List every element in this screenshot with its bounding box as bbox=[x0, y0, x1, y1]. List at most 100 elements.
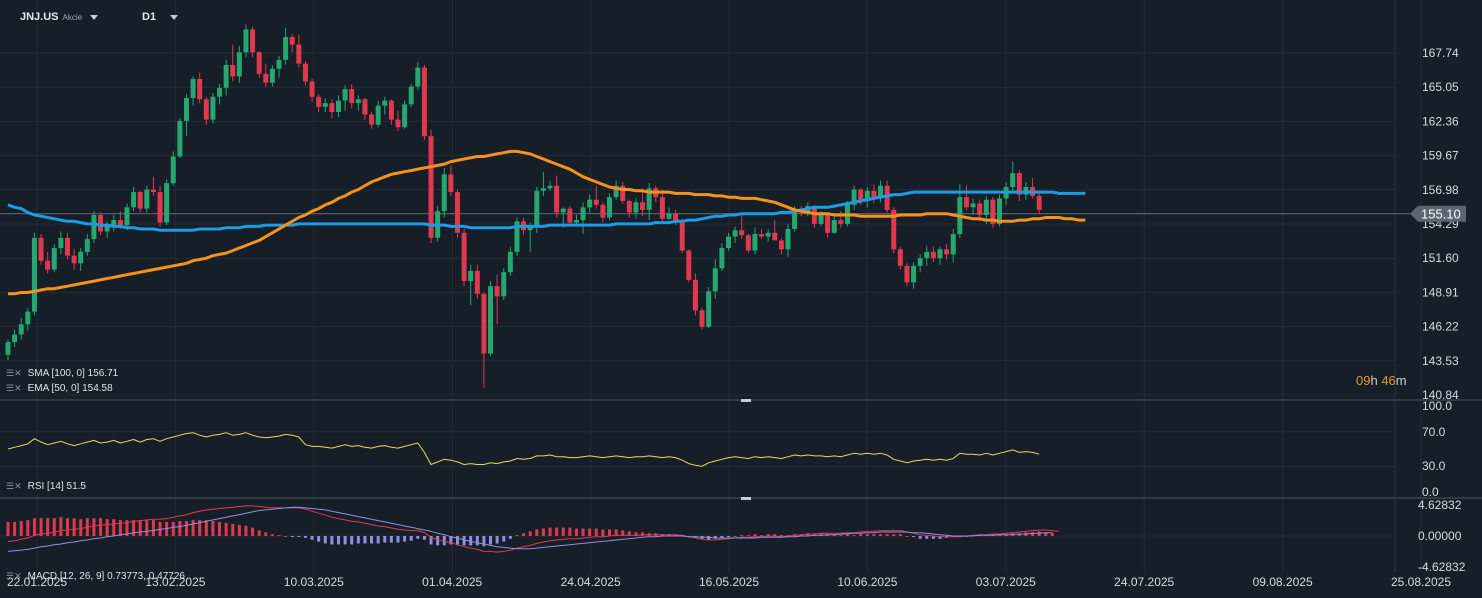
macd-histogram-bar bbox=[350, 536, 354, 545]
candle bbox=[646, 183, 652, 221]
macd-histogram-bar bbox=[482, 536, 486, 547]
macd-histogram-bar bbox=[733, 536, 737, 537]
macd-histogram-bar bbox=[449, 536, 453, 545]
candle-body bbox=[554, 185, 560, 213]
candle-body bbox=[342, 89, 348, 101]
candle-body bbox=[45, 260, 51, 270]
macd-histogram-bar bbox=[621, 530, 625, 536]
macd-histogram-bar bbox=[125, 520, 129, 536]
macd-histogram-bar bbox=[502, 536, 506, 542]
candle bbox=[626, 199, 632, 218]
candle bbox=[217, 84, 223, 105]
macd-histogram-bar bbox=[65, 518, 69, 536]
candle bbox=[653, 185, 659, 203]
macd-histogram-bar bbox=[879, 534, 883, 536]
macd-histogram-bar bbox=[39, 518, 43, 536]
candle bbox=[421, 64, 427, 140]
settings-close-icon[interactable]: ☰✕ bbox=[6, 368, 22, 378]
macd-histogram-bar bbox=[383, 536, 387, 543]
candle bbox=[494, 274, 500, 325]
macd-histogram-bar bbox=[92, 518, 96, 536]
candle-body bbox=[930, 251, 936, 259]
time-tick-label: 25.08.2025 bbox=[1391, 575, 1451, 589]
rsi-legend-label: RSI [14] 51.5 bbox=[27, 481, 86, 492]
candle bbox=[64, 232, 70, 260]
settings-close-icon[interactable]: ☰✕ bbox=[6, 481, 22, 491]
candle bbox=[91, 211, 97, 243]
macd-histogram-bar bbox=[852, 535, 856, 537]
candle-body bbox=[283, 36, 289, 60]
macd-histogram-bar bbox=[132, 520, 136, 536]
macd-histogram-bar bbox=[257, 530, 261, 536]
macd-histogram-bar bbox=[912, 536, 916, 537]
macd-histogram-bar bbox=[270, 534, 274, 536]
timeframe-selector[interactable]: D1 bbox=[142, 11, 179, 23]
candle-body bbox=[25, 311, 31, 325]
macd-histogram-bar bbox=[568, 527, 572, 536]
macd-histogram-bar bbox=[251, 527, 255, 536]
countdown-hours-unit: h bbox=[1370, 373, 1378, 388]
candle-body bbox=[210, 96, 216, 120]
candle bbox=[415, 62, 421, 91]
candle-body bbox=[739, 230, 745, 236]
macd-histogram-bar bbox=[522, 533, 526, 536]
candle-body bbox=[785, 228, 791, 250]
macd-histogram-bar bbox=[760, 535, 764, 537]
macd-histogram-bar bbox=[356, 536, 360, 544]
candle-body bbox=[388, 100, 394, 120]
candle-body bbox=[349, 89, 355, 104]
macd-histogram-bar bbox=[931, 536, 935, 539]
candle bbox=[454, 189, 460, 238]
candle-body bbox=[481, 293, 487, 354]
timeframe-label: D1 bbox=[142, 11, 157, 23]
time-tick-label: 16.05.2025 bbox=[699, 575, 759, 589]
rsi-tick-label: 70.0 bbox=[1422, 425, 1446, 439]
candle bbox=[250, 26, 256, 58]
sma-legend[interactable]: ☰✕ SMA [100, 0] 156.71 bbox=[6, 368, 118, 379]
candle bbox=[223, 59, 229, 96]
candle-body bbox=[461, 232, 467, 282]
macd-histogram-bar bbox=[290, 536, 294, 537]
candle bbox=[567, 206, 573, 227]
time-tick-label: 09.08.2025 bbox=[1253, 575, 1313, 589]
candle-body bbox=[593, 199, 599, 205]
candle-body bbox=[719, 248, 725, 269]
time-tick-label: 24.04.2025 bbox=[561, 575, 621, 589]
candle bbox=[342, 85, 348, 111]
settings-close-icon[interactable]: ☰✕ bbox=[6, 383, 22, 393]
candle bbox=[930, 246, 936, 263]
candle-body bbox=[316, 96, 322, 107]
candle-body bbox=[117, 220, 123, 226]
candle-body bbox=[507, 251, 513, 273]
candle-body bbox=[382, 100, 388, 106]
candle-body bbox=[131, 192, 137, 208]
candle-body bbox=[587, 199, 593, 208]
macd-histogram-bar bbox=[151, 520, 155, 536]
rsi-tick-label: 0.0 bbox=[1422, 485, 1439, 499]
candle bbox=[322, 98, 328, 112]
candle bbox=[58, 231, 64, 255]
macd-histogram-bar bbox=[72, 518, 76, 536]
rsi-legend[interactable]: ☰✕ RSI [14] 51.5 bbox=[6, 481, 86, 492]
macd-histogram-bar bbox=[284, 536, 288, 537]
current-price-tag-bg bbox=[1410, 205, 1466, 222]
macd-legend[interactable]: ☰✕ MACD [12, 26, 9] 0.73773, 0.47726 bbox=[6, 571, 185, 582]
candle-body bbox=[197, 78, 203, 100]
candle bbox=[1030, 178, 1036, 199]
candle bbox=[686, 249, 692, 283]
settings-close-icon[interactable]: ☰✕ bbox=[6, 571, 22, 581]
ema-legend[interactable]: ☰✕ EMA [50, 0] 154.58 bbox=[6, 383, 113, 394]
candle bbox=[203, 96, 209, 125]
rsi-tick-label: 30.0 bbox=[1422, 459, 1446, 473]
price-axis: 167.74165.05162.36159.67156.98154.29151.… bbox=[1422, 46, 1459, 402]
macd-histogram-bar bbox=[892, 534, 896, 536]
candle bbox=[474, 264, 480, 299]
symbol-selector[interactable]: JNJ.US Akcie bbox=[20, 11, 99, 23]
candle bbox=[395, 110, 401, 132]
candle bbox=[289, 34, 295, 53]
macd-histogram-bar bbox=[389, 536, 393, 543]
macd-histogram-bar bbox=[528, 531, 532, 536]
candle-body bbox=[633, 202, 639, 213]
candle-body bbox=[369, 114, 375, 125]
